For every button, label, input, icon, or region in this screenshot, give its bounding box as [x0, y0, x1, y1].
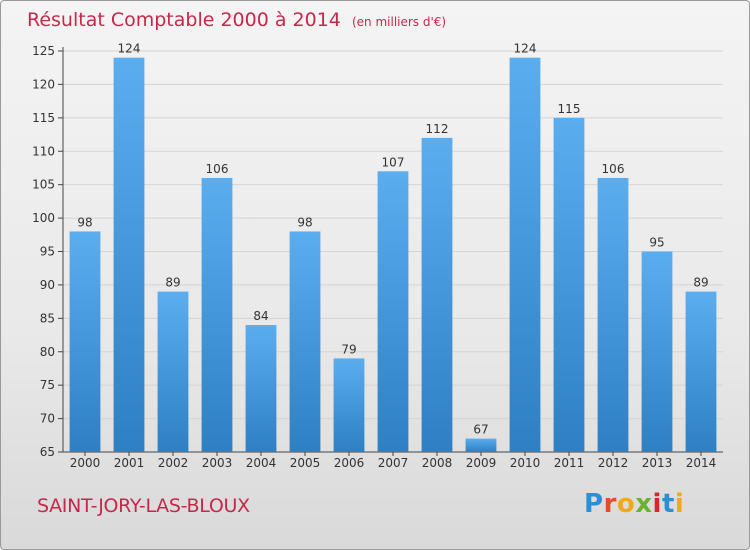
bar-value-label: 115: [558, 102, 581, 116]
bar-value-label: 84: [253, 309, 268, 323]
logo-letter: o: [616, 489, 636, 519]
bar-value-label: 98: [297, 215, 312, 229]
y-tick-label: 65: [40, 445, 55, 459]
bar: [685, 291, 717, 452]
bar-value-label: 112: [426, 122, 449, 136]
logo-letter: i: [652, 489, 662, 519]
bar-value-label: 79: [341, 342, 356, 356]
logo-letter: i: [674, 489, 685, 519]
commune-name: SAINT-JORY-LAS-BLOUX: [37, 495, 250, 517]
bar: [553, 117, 585, 452]
x-tick-label: 2003: [202, 456, 233, 470]
x-tick-label: 2005: [290, 456, 321, 470]
y-tick-label: 105: [32, 178, 55, 192]
y-tick-label: 110: [32, 144, 55, 158]
y-tick-label: 115: [32, 111, 55, 125]
x-tick-label: 2012: [598, 456, 629, 470]
x-tick-label: 2009: [466, 456, 497, 470]
x-tick-label: 2002: [158, 456, 189, 470]
y-tick-label: 95: [40, 245, 55, 259]
bar: [289, 231, 321, 452]
x-tick-label: 2013: [642, 456, 673, 470]
bar-value-label: 124: [514, 42, 537, 56]
bar: [157, 291, 189, 452]
bar: [201, 177, 233, 452]
y-tick-label: 100: [32, 211, 55, 225]
y-tick-label: 80: [40, 345, 55, 359]
y-tick-label: 120: [32, 77, 55, 91]
bar: [113, 57, 145, 452]
bar: [465, 438, 497, 452]
x-tick-label: 2007: [378, 456, 409, 470]
bar-value-label: 89: [693, 276, 708, 290]
logo-letter: P: [584, 489, 604, 519]
x-tick-label: 2006: [334, 456, 365, 470]
x-tick-label: 2014: [686, 456, 717, 470]
title-text: Résultat Comptable 2000 à 2014: [27, 9, 341, 31]
x-tick-label: 2001: [114, 456, 145, 470]
bar: [509, 57, 541, 452]
bar: [641, 251, 673, 452]
bar-value-label: 106: [206, 162, 229, 176]
x-tick-label: 2010: [510, 456, 541, 470]
chart-title: Résultat Comptable 2000 à 2014 (en milli…: [27, 9, 446, 31]
logo-letter: r: [603, 489, 617, 519]
bar: [597, 177, 629, 452]
x-tick-label: 2008: [422, 456, 453, 470]
y-tick-label: 125: [32, 44, 55, 58]
bar-value-label: 89: [165, 276, 180, 290]
y-tick-label: 75: [40, 378, 55, 392]
logo-letter: x: [635, 489, 653, 519]
bar: [421, 137, 453, 452]
x-tick-label: 2000: [70, 456, 101, 470]
x-tick-label: 2011: [554, 456, 585, 470]
bar-value-label: 106: [602, 162, 625, 176]
bar: [69, 231, 101, 452]
bar: [333, 358, 365, 452]
proxiti-logo: Proxiti: [584, 489, 684, 519]
logo-letter: t: [661, 489, 675, 519]
unit-text: (en milliers d'€): [351, 15, 447, 29]
bar: [377, 171, 409, 453]
x-tick-label: 2004: [246, 456, 277, 470]
y-tick-label: 85: [40, 311, 55, 325]
bar-value-label: 107: [382, 155, 405, 169]
bar: [245, 325, 277, 452]
y-tick-label: 90: [40, 278, 55, 292]
bar-value-label: 67: [473, 423, 488, 437]
bar-value-label: 95: [649, 236, 664, 250]
bar-value-label: 98: [77, 215, 92, 229]
y-tick-label: 70: [40, 412, 55, 426]
bar-value-label: 124: [118, 42, 141, 56]
